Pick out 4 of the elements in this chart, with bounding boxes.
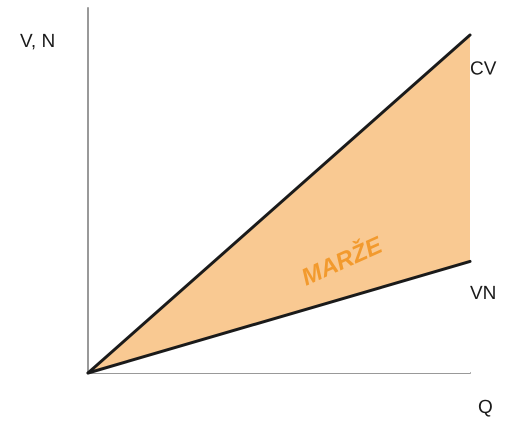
x-axis-title: Q [478, 397, 493, 418]
series-label: CV [470, 58, 497, 80]
series-label: VN [470, 282, 496, 304]
y-axis-title: V, N [20, 31, 56, 52]
